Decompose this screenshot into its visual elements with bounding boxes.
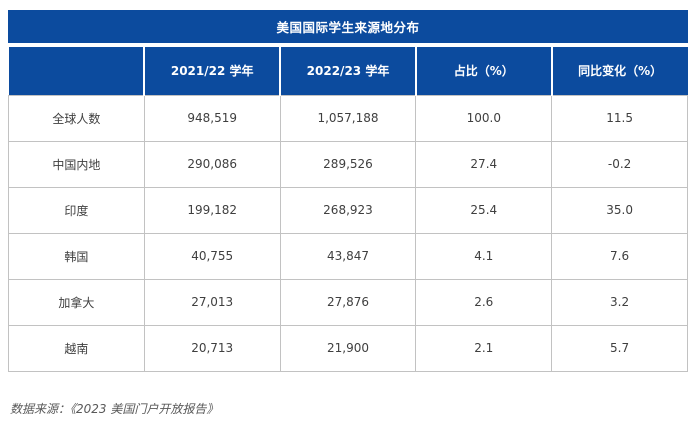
cell-value: 948,519 (143, 94, 281, 142)
cell-value: 20,713 (143, 324, 281, 372)
cell-value: 27,013 (143, 278, 281, 326)
source-note: 数据来源：《2023 美国门户开放报告》 (10, 401, 219, 416)
cell-value: 27,876 (279, 278, 417, 326)
cell-value: 2.6 (415, 278, 553, 326)
cell-value: -0.2 (551, 140, 688, 188)
cell-value: 35.0 (551, 186, 688, 234)
cell-value: 27.4 (415, 140, 553, 188)
cell-value: 25.4 (415, 186, 553, 234)
column-header-share: 占比（%） (414, 47, 552, 95)
row-label: 全球人数 (8, 94, 145, 142)
cell-value: 100.0 (415, 94, 553, 142)
column-header-yoy: 同比变化（%） (550, 47, 688, 95)
table-row: 全球人数 948,519 1,057,188 100.0 11.5 (8, 94, 688, 142)
column-header-blank (8, 47, 145, 95)
table-row: 越南 20,713 21,900 2.1 5.7 (8, 324, 688, 372)
cell-value: 1,057,188 (279, 94, 417, 142)
cell-value: 43,847 (279, 232, 417, 280)
data-table: 2021/22 学年 2022/23 学年 占比（%） 同比变化（%） 全球人数… (8, 47, 688, 372)
row-label: 韩国 (8, 232, 145, 280)
table-row: 印度 199,182 268,923 25.4 35.0 (8, 186, 688, 234)
cell-value: 2.1 (415, 324, 553, 372)
cell-value: 199,182 (143, 186, 281, 234)
cell-value: 11.5 (551, 94, 688, 142)
row-label: 印度 (8, 186, 145, 234)
table-row: 韩国 40,755 43,847 4.1 7.6 (8, 232, 688, 280)
cell-value: 289,526 (279, 140, 417, 188)
cell-value: 290,086 (143, 140, 281, 188)
column-header-2022-23: 2022/23 学年 (279, 47, 416, 95)
cell-value: 7.6 (551, 232, 688, 280)
cell-value: 3.2 (551, 278, 688, 326)
table-title: 美国国际学生来源地分布 (8, 10, 688, 43)
cell-value: 21,900 (279, 324, 417, 372)
row-label: 加拿大 (8, 278, 145, 326)
table-row: 中国内地 290,086 289,526 27.4 -0.2 (8, 140, 688, 188)
table-row: 加拿大 27,013 27,876 2.6 3.2 (8, 278, 688, 326)
table-header-row: 2021/22 学年 2022/23 学年 占比（%） 同比变化（%） (8, 47, 688, 95)
cell-value: 4.1 (415, 232, 553, 280)
cell-value: 40,755 (143, 232, 281, 280)
column-header-2021-22: 2021/22 学年 (143, 47, 281, 95)
cell-value: 5.7 (551, 324, 688, 372)
cell-value: 268,923 (279, 186, 417, 234)
student-origin-table: 美国国际学生来源地分布 2021/22 学年 2022/23 学年 占比（%） … (8, 10, 688, 417)
row-label: 中国内地 (8, 140, 145, 188)
row-label: 越南 (8, 324, 145, 372)
